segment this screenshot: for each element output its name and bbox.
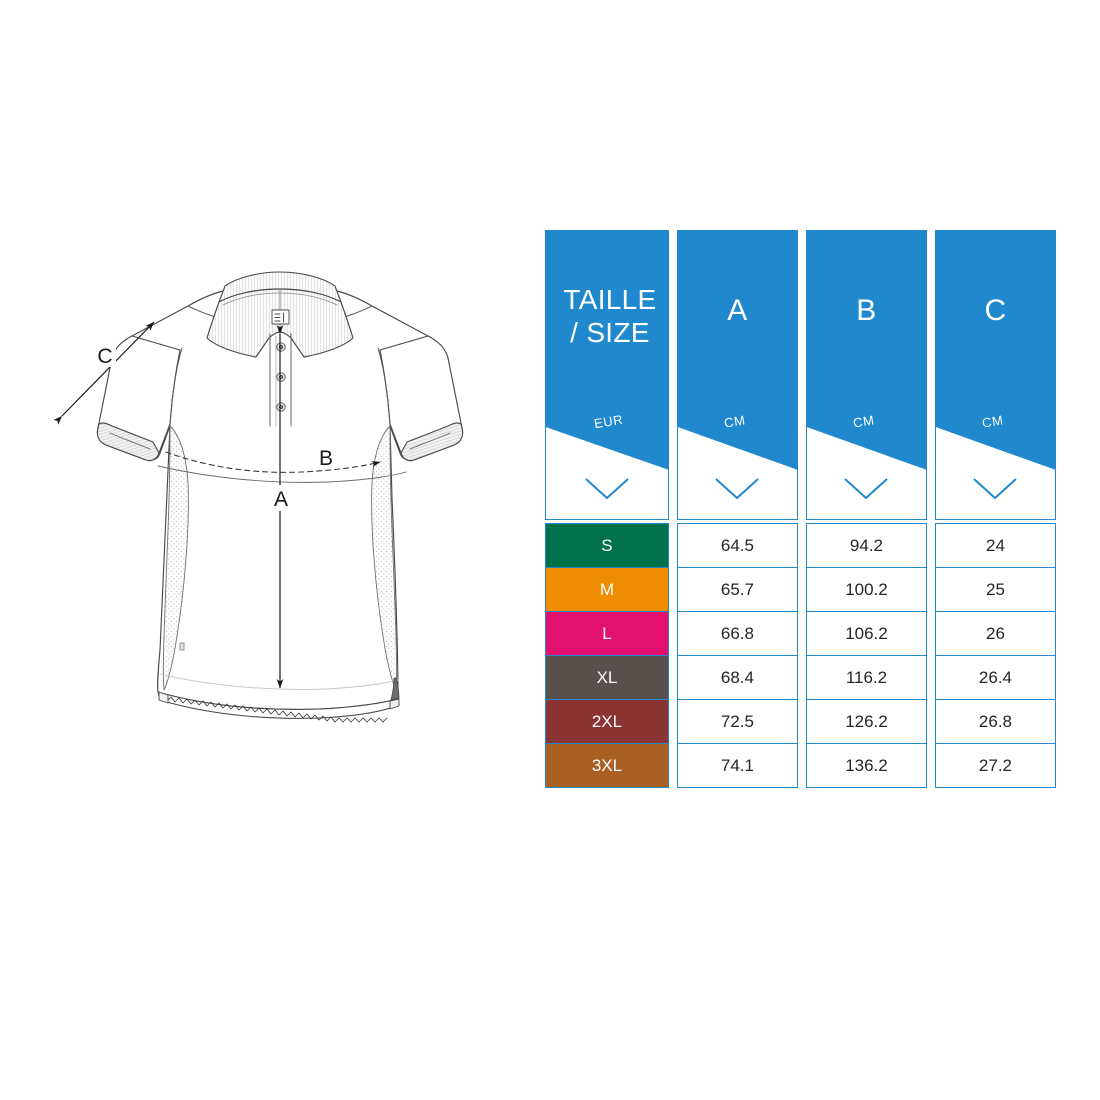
polo-shirt-diagram: A B C (20, 230, 530, 790)
measurement-b-label: B (319, 447, 333, 470)
measurement-cell-c: 27.2 (934, 743, 1056, 788)
header-size-title-line2: / SIZE (570, 317, 650, 349)
right-sleeve-seam (377, 347, 391, 427)
size-label-cell: L (545, 611, 669, 656)
header-blue-panel (935, 231, 1055, 470)
side-vent-right (390, 677, 400, 701)
hem-zigzag-stitching (162, 695, 388, 723)
chest-line-b-left-ref (157, 465, 407, 483)
left-sleeve-seam (169, 347, 183, 427)
table-row: 3XL 74.1 136.2 27.2 (545, 743, 1056, 788)
collar-edge-topstitch (222, 292, 338, 306)
header-blue-panel (806, 231, 926, 470)
size-chart-table: TAILLE / SIZE EUR A CM (545, 230, 1056, 795)
measurement-cell-c: 26.4 (934, 655, 1056, 700)
measurement-cell-c: 25 (934, 567, 1056, 612)
measurement-cell-a: 74.1 (676, 743, 798, 788)
chevron-down-icon-c[interactable] (972, 477, 1018, 501)
measurement-cell-c: 26.8 (934, 699, 1056, 744)
size-label-cell: 3XL (545, 743, 669, 788)
right-sleeve-cuff (400, 422, 464, 462)
header-size-title: TAILLE / SIZE (546, 283, 668, 349)
measurement-cell-a: 66.8 (676, 611, 798, 656)
measurement-cell-a: 68.4 (676, 655, 798, 700)
table-row: XL 68.4 116.2 26.4 (545, 655, 1056, 700)
header-blue-panel (677, 231, 797, 470)
small-tag (179, 642, 185, 651)
measurement-cell-b: 94.2 (805, 523, 927, 568)
measurement-cell-b: 126.2 (805, 699, 927, 744)
header-blue-panel (545, 231, 668, 470)
measurement-c-label: C (97, 345, 112, 368)
polo-shirt-svg: A B C (53, 271, 464, 723)
measurement-cell-a: 65.7 (676, 567, 798, 612)
right-sleeve-cuff-inner (409, 432, 451, 450)
measurement-cell-b: 136.2 (805, 743, 927, 788)
measurement-cell-b: 100.2 (805, 567, 927, 612)
measurement-a-label-bg (268, 485, 294, 511)
measurement-c-line (53, 321, 155, 425)
measurement-cell-a: 72.5 (676, 699, 798, 744)
size-label-cell: 2XL (545, 699, 669, 744)
table-header-row: TAILLE / SIZE EUR A CM (545, 230, 1056, 520)
header-b-title: B (856, 294, 877, 327)
hem-right-tab (389, 698, 400, 710)
header-cell-a: A CM (676, 230, 798, 520)
table-body: S 64.5 94.2 24 M 65.7 100.2 25 L 66.8 106.2 26 XL 68.… (545, 523, 1056, 788)
hem-line-upper (159, 673, 399, 690)
table-row: S 64.5 94.2 24 (545, 523, 1056, 568)
header-c-title: C (984, 294, 1007, 327)
size-label-cell: S (545, 523, 669, 568)
chevron-down-icon-size[interactable] (584, 477, 630, 501)
measurement-c-label-bg (94, 343, 116, 367)
measurement-a-label: A (274, 488, 288, 511)
header-size-title-line1: TAILLE (563, 284, 657, 315)
left-sleeve-cuff-inner (109, 432, 151, 450)
table-row: M 65.7 100.2 25 (545, 567, 1056, 612)
table-row: L 66.8 106.2 26 (545, 611, 1056, 656)
hem-left-tab (158, 691, 169, 704)
measurement-cell-a: 64.5 (676, 523, 798, 568)
chevron-down-icon-a[interactable] (714, 477, 760, 501)
measurement-b-label-bg (314, 445, 338, 469)
chest-line-b (165, 451, 381, 473)
measurement-cell-c: 24 (934, 523, 1056, 568)
measurement-cell-b: 116.2 (805, 655, 927, 700)
measurement-cell-c: 26 (934, 611, 1056, 656)
left-side-mesh-panel (162, 425, 189, 691)
brand-label-icon (271, 309, 290, 325)
header-cell-c: C CM (934, 230, 1056, 520)
measurement-a-group: A (268, 325, 294, 689)
header-cell-size: TAILLE / SIZE EUR (545, 230, 669, 520)
header-cell-b: B CM (805, 230, 927, 520)
table-row: 2XL 72.5 126.2 26.8 (545, 699, 1056, 744)
size-label-cell: M (545, 567, 669, 612)
header-a-title: A (727, 294, 748, 327)
size-label-cell: XL (545, 655, 669, 700)
measurement-cell-b: 106.2 (805, 611, 927, 656)
measurement-b-group: B (314, 445, 338, 470)
chevron-down-icon-b[interactable] (843, 477, 889, 501)
measurement-c-group: C (53, 321, 155, 425)
button-placket (269, 333, 292, 427)
